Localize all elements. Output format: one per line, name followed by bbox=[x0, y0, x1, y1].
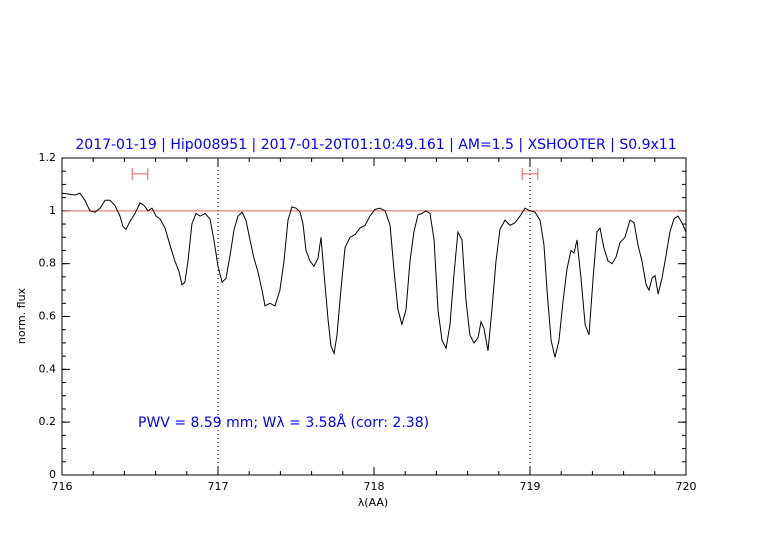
y-tick-label: 1.2 bbox=[39, 151, 57, 164]
x-axis-label: λ(AA) bbox=[358, 496, 388, 509]
y-tick-label: 0.4 bbox=[39, 362, 57, 375]
spectrum-line bbox=[61, 192, 687, 358]
annotation: PWV = 8.59 mm; Wλ = 3.58Å (corr: 2.38) bbox=[138, 414, 429, 431]
chart-title: 2017-01-19 | Hip008951 | 2017-01-20T01:1… bbox=[75, 137, 676, 153]
y-tick-label: 0.2 bbox=[39, 415, 57, 428]
x-tick-label: 720 bbox=[676, 480, 697, 493]
y-tick-label: 0 bbox=[49, 468, 56, 481]
x-tick-label: 718 bbox=[364, 480, 385, 493]
x-tick-label: 716 bbox=[52, 480, 73, 493]
plot-frame bbox=[61, 157, 687, 476]
y-tick-label: 1 bbox=[49, 204, 56, 217]
y-tick-label: 0.6 bbox=[39, 310, 57, 323]
x-tick-label: 719 bbox=[520, 480, 541, 493]
x-tick-label: 717 bbox=[208, 480, 229, 493]
y-axis-label: norm. flux bbox=[15, 287, 28, 344]
y-tick-label: 0.8 bbox=[39, 257, 57, 270]
